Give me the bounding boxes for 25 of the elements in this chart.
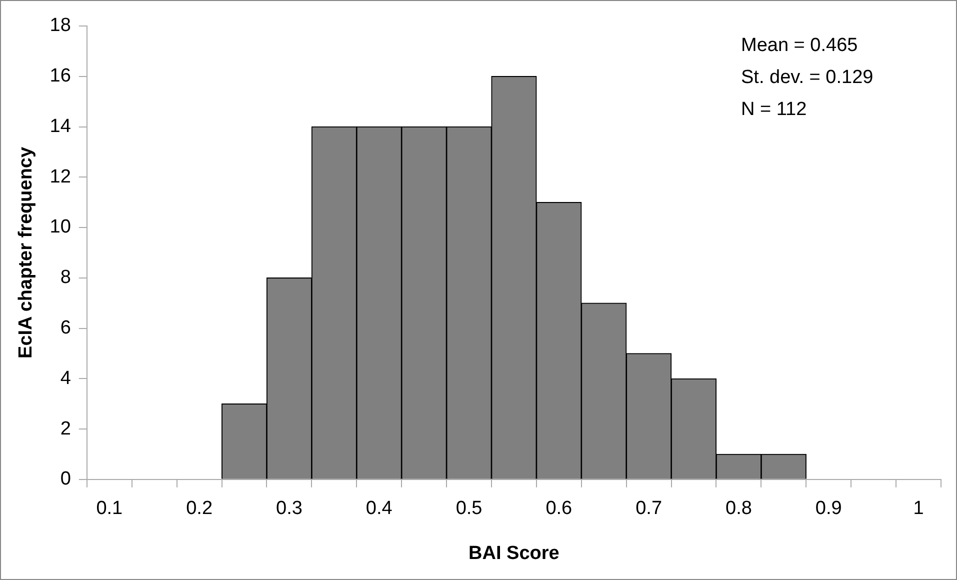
y-tick-label: 8 [60, 267, 71, 288]
y-tick-label: 0 [60, 468, 71, 490]
y-axis-title: EcIA chapter frequency [16, 146, 37, 358]
x-tick-label: 0.5 [456, 498, 482, 520]
x-tick-label: 0.9 [815, 498, 842, 520]
x-tick-label: 0.4 [366, 498, 393, 520]
y-tick-label: 2 [60, 418, 71, 440]
x-tick-label: 0.3 [276, 498, 302, 520]
annotation: Mean = 0.465 [741, 35, 858, 56]
x-axis-title: BAI Score [468, 542, 560, 564]
annotation: N = 112 [741, 99, 807, 120]
annotation: St. dev. = 0.129 [741, 67, 874, 88]
y-tick-label: 16 [50, 66, 71, 87]
y-tick-label: 12 [50, 166, 71, 188]
x-tick-label: 0.8 [726, 498, 752, 520]
y-tick-label: 14 [50, 116, 72, 137]
x-tick-label: 0.6 [546, 498, 572, 520]
y-tick-label: 10 [50, 216, 71, 238]
y-tick-label: 4 [60, 368, 72, 389]
y-tick-label: 18 [50, 15, 71, 36]
x-tick-label: 0.2 [186, 498, 213, 520]
y-tick-label: 6 [60, 318, 71, 338]
x-tick-label: 0.7 [636, 498, 662, 520]
x-tick-label: 0.1 [96, 498, 123, 520]
x-tick-label: 1 [913, 498, 924, 520]
